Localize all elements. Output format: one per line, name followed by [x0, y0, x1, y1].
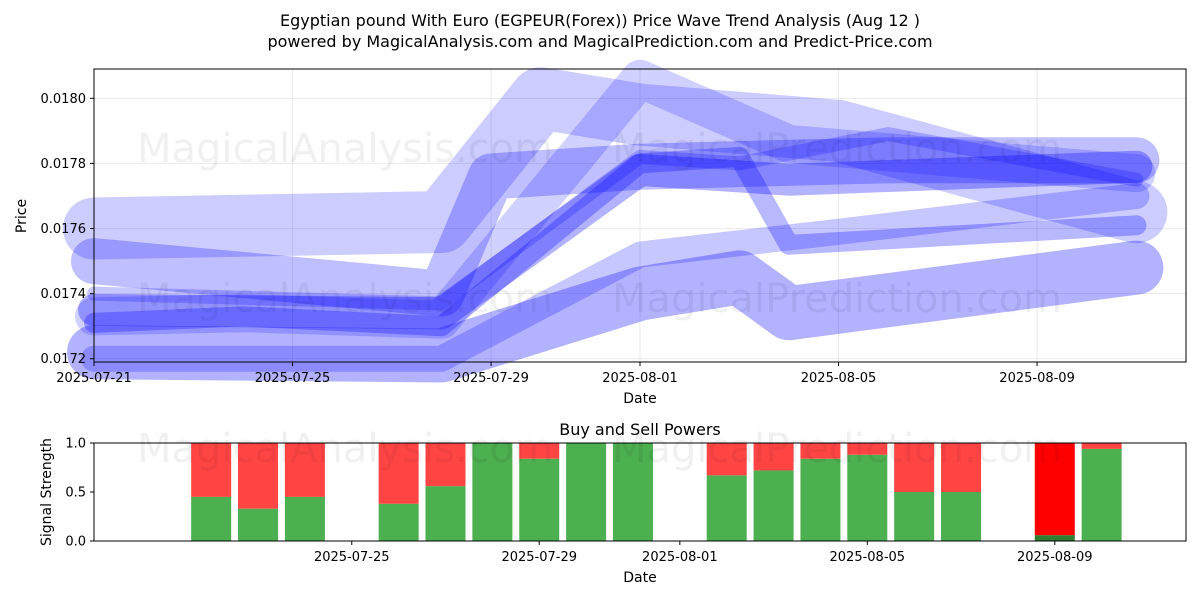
price-x-tick-label: 2025-07-29 — [453, 371, 529, 386]
buy-bar — [284, 496, 325, 541]
buy-bar — [894, 492, 935, 541]
price-wave-line — [67, 240, 1164, 383]
signal-x-tick-label: 2025-08-01 — [642, 550, 718, 565]
price-wave-line — [71, 137, 1160, 317]
price-wave-line — [84, 146, 1147, 337]
buy-bar — [612, 443, 653, 541]
price-y-axis-label: Price — [14, 199, 30, 233]
sell-bar — [519, 443, 560, 459]
signal-y-axis-label: Signal Strength — [39, 438, 55, 546]
sell-bar — [753, 443, 794, 471]
price-x-axis-label: Date — [623, 391, 656, 407]
watermark-top-right-2: MagicalPrediction.com — [612, 276, 1062, 322]
price-wave-line — [81, 183, 1150, 372]
buy-bar — [378, 503, 419, 541]
buy-bar — [238, 508, 279, 541]
price-y-tick-label: 0.0176 — [41, 222, 87, 237]
buy-sell-chart: Buy and Sell Powers MagicalAnalysis.com … — [39, 420, 1187, 586]
sell-bar — [284, 443, 325, 497]
watermark-top-left-2: MagicalAnalysis.com — [137, 276, 553, 322]
price-x-tick-label: 2025-08-09 — [999, 371, 1075, 386]
price-y-tick-label: 0.0174 — [41, 287, 87, 302]
price-wave-chart: MagicalAnalysis.com MagicalPrediction.co… — [14, 59, 1187, 407]
signal-x-tick-label: 2025-07-29 — [501, 550, 577, 565]
signal-y-tick-label: 0.5 — [65, 486, 86, 501]
sell-bar — [706, 443, 747, 476]
buy-bar — [1034, 535, 1075, 541]
sell-bar — [378, 443, 419, 504]
chart-title-line2: powered by MagicalAnalysis.com and Magic… — [267, 32, 932, 51]
buy-bar — [941, 492, 982, 541]
price-grid — [93, 69, 1186, 362]
price-y-tick-label: 0.0172 — [41, 352, 87, 367]
signal-y-tick-label: 1.0 — [65, 437, 86, 452]
sell-bar — [941, 443, 982, 492]
price-y-tick-label: 0.0178 — [41, 157, 87, 172]
signal-x-tick-label: 2025-07-25 — [314, 550, 390, 565]
price-wave-line — [78, 150, 1153, 330]
watermark-bottom-right: MagicalPrediction.com — [612, 426, 1062, 472]
buy-bar — [706, 475, 747, 541]
buy-bar — [753, 470, 794, 541]
price-wave-line — [63, 67, 1168, 260]
buy-bar — [425, 486, 466, 541]
price-waves — [63, 59, 1168, 383]
price-wave-line — [87, 127, 1144, 311]
signal-x-tick-label: 2025-08-05 — [830, 550, 906, 565]
watermark-top-left-1: MagicalAnalysis.com — [137, 126, 553, 172]
price-wave-line — [75, 59, 1156, 339]
sell-bar — [894, 443, 935, 492]
signal-bars — [191, 443, 1122, 541]
sell-bar — [1034, 443, 1075, 536]
watermark-top-right-1: MagicalPrediction.com — [612, 126, 1062, 172]
buy-sell-chart-title: Buy and Sell Powers — [559, 420, 721, 439]
buy-bar — [472, 443, 513, 541]
signal-axes: 2025-07-25 2025-07-29 2025-08-01 2025-08-05… — [65, 437, 1092, 566]
sell-bar — [847, 443, 888, 455]
sell-bar — [425, 443, 466, 487]
sell-bar — [800, 443, 841, 459]
buy-bar — [1081, 448, 1122, 541]
price-x-tick-label: 2025-07-21 — [56, 371, 132, 386]
price-axes: 2025-07-21 2025-07-25 2025-07-29 2025-08-01… — [41, 92, 1075, 386]
buy-bar — [191, 496, 232, 541]
buy-bar — [847, 454, 888, 541]
signal-y-tick-label: 0.0 — [65, 535, 86, 550]
sell-bar — [238, 443, 279, 509]
signal-x-axis-label: Date — [623, 570, 656, 586]
buy-bar — [800, 458, 841, 541]
buy-bar — [566, 443, 607, 541]
sell-bar — [191, 443, 232, 497]
sell-bar — [1081, 443, 1122, 449]
signal-x-tick-label: 2025-08-09 — [1017, 550, 1093, 565]
buy-bar — [519, 458, 560, 541]
watermark-bottom-left: MagicalAnalysis.com — [137, 426, 553, 472]
price-x-tick-label: 2025-07-25 — [255, 371, 331, 386]
price-y-tick-label: 0.0180 — [41, 92, 87, 107]
price-x-tick-label: 2025-08-05 — [801, 371, 877, 386]
price-x-tick-label: 2025-08-01 — [602, 371, 678, 386]
chart-title-line1: Egyptian pound With Euro (EGPEUR(Forex))… — [280, 11, 920, 30]
